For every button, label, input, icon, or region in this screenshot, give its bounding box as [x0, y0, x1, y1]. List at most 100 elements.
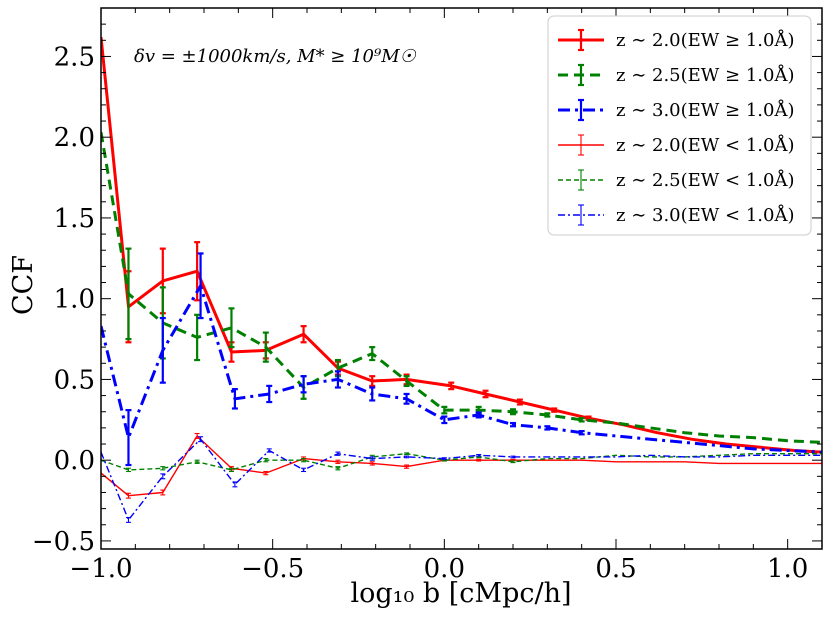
y-tick-label: −0.5 — [32, 527, 95, 557]
legend-label: z ∼ 2.0(EW < 1.0Å) — [616, 134, 794, 156]
error-bar — [510, 408, 516, 416]
error-bar — [578, 430, 585, 436]
error-bar — [160, 473, 166, 480]
x-tick-label: −1.0 — [69, 554, 132, 584]
error-bar — [369, 346, 376, 362]
series-3-z-2-0-ew-1-0 — [101, 432, 822, 499]
error-bar — [448, 381, 455, 391]
error-bar — [334, 370, 341, 389]
x-tick-label: −0.5 — [241, 554, 304, 584]
error-bar — [475, 411, 482, 419]
error-bar — [228, 307, 235, 349]
error-bar — [194, 459, 200, 464]
error-bar — [232, 481, 238, 488]
error-bar — [482, 389, 489, 399]
legend-item-5: z ∼ 3.0(EW < 1.0Å) — [558, 204, 794, 226]
y-tick-label: 1.5 — [54, 204, 95, 234]
legend-label: z ∼ 2.5(EW ≥ 1.0Å) — [616, 64, 794, 86]
legend-frame — [547, 15, 812, 236]
ticks-layer: −1.0 −0.5 0.0 0.5 1.0−0.50.00.51.01.52.02.5 — [32, 8, 823, 584]
error-bar — [404, 464, 410, 469]
error-bar — [335, 459, 341, 464]
error-bar — [263, 458, 269, 463]
series-line — [101, 284, 822, 454]
legend-label: z ∼ 2.0(EW ≥ 1.0Å) — [616, 29, 794, 51]
error-bar — [441, 405, 448, 415]
error-bar — [476, 458, 482, 462]
legend-item-4: z ∼ 2.5(EW < 1.0Å) — [558, 169, 794, 191]
legend: z ∼ 2.0(EW ≥ 1.0Å) z ∼ 2.5(EW ≥ 1.0Å) z ∼ … — [547, 15, 812, 236]
error-bar — [510, 460, 516, 464]
error-bar — [159, 316, 166, 384]
error-bar — [369, 461, 375, 466]
error-bar — [194, 432, 200, 439]
series-4-z-2-5-ew-1-0 — [101, 452, 822, 473]
error-bar — [228, 467, 234, 473]
error-bar — [198, 436, 204, 443]
error-bar — [404, 455, 410, 459]
error-bar — [369, 375, 376, 387]
series-line — [101, 435, 822, 497]
legend-item-2: z ∼ 3.0(EW ≥ 1.0Å) — [558, 98, 794, 122]
error-bar — [301, 458, 307, 463]
x-tick-label: 1.0 — [767, 554, 808, 584]
error-bar — [516, 398, 523, 406]
y-tick-label: 1.0 — [54, 285, 95, 315]
series-line — [101, 438, 822, 521]
error-bar — [125, 247, 132, 341]
error-bar — [441, 457, 447, 460]
series-2-z-3-0-ew-1-0 — [101, 252, 822, 467]
y-tick-label: 2.0 — [54, 123, 95, 153]
series-line — [101, 453, 822, 471]
x-tick-label: 0.0 — [424, 554, 465, 584]
error-bar — [125, 409, 132, 467]
plot-frame — [100, 7, 823, 550]
annotation-text: δv = ±1000km/s, M* ≥ 10⁹M☉ — [134, 46, 417, 67]
y-axis-label: CCF — [8, 255, 39, 315]
error-bar — [510, 421, 516, 428]
data-layer — [101, 36, 822, 523]
legend-label: z ∼ 2.5(EW < 1.0Å) — [616, 169, 794, 191]
x-axis-label: log₁₀ b [cMpc/h] — [351, 578, 572, 609]
error-bar — [404, 452, 410, 456]
error-bar — [231, 388, 238, 410]
legend-item-3: z ∼ 2.0(EW < 1.0Å) — [558, 134, 794, 156]
error-bar — [551, 407, 558, 413]
legend-item-1: z ∼ 2.5(EW ≥ 1.0Å) — [558, 63, 794, 87]
error-bar — [125, 467, 131, 473]
error-bar — [301, 467, 307, 473]
error-bar — [125, 492, 131, 499]
error-bar — [403, 375, 410, 387]
error-bar — [197, 252, 204, 320]
y-tick-label: 0.5 — [54, 365, 95, 395]
error-bar — [266, 448, 272, 453]
error-bar — [403, 392, 410, 405]
error-bar — [544, 412, 551, 418]
error-bar — [544, 425, 551, 431]
error-bar — [263, 470, 269, 476]
series-line — [101, 36, 822, 454]
error-bar — [300, 375, 307, 394]
error-bar — [125, 516, 131, 523]
error-bar — [510, 455, 516, 459]
y-tick-label: 2.5 — [54, 42, 95, 72]
error-bar — [369, 456, 375, 461]
legend-item-0: z ∼ 2.0(EW ≥ 1.0Å) — [558, 28, 794, 52]
error-bar — [160, 466, 166, 471]
error-bar — [160, 489, 166, 496]
error-bar — [476, 453, 482, 457]
error-bar — [300, 325, 307, 344]
error-bar — [262, 331, 269, 363]
legend-label: z ∼ 3.0(EW ≥ 1.0Å) — [616, 99, 794, 121]
legend-label: z ∼ 3.0(EW < 1.0Å) — [616, 204, 794, 226]
y-tick-label: 0.0 — [54, 446, 95, 476]
error-bar — [369, 386, 376, 402]
series-5-z-3-0-ew-1-0 — [101, 436, 822, 523]
x-tick-label: 0.5 — [595, 554, 636, 584]
error-bar — [335, 451, 341, 456]
error-bar — [266, 384, 273, 404]
error-bar — [441, 415, 448, 425]
error-bar — [578, 417, 585, 423]
error-bar — [194, 313, 201, 362]
